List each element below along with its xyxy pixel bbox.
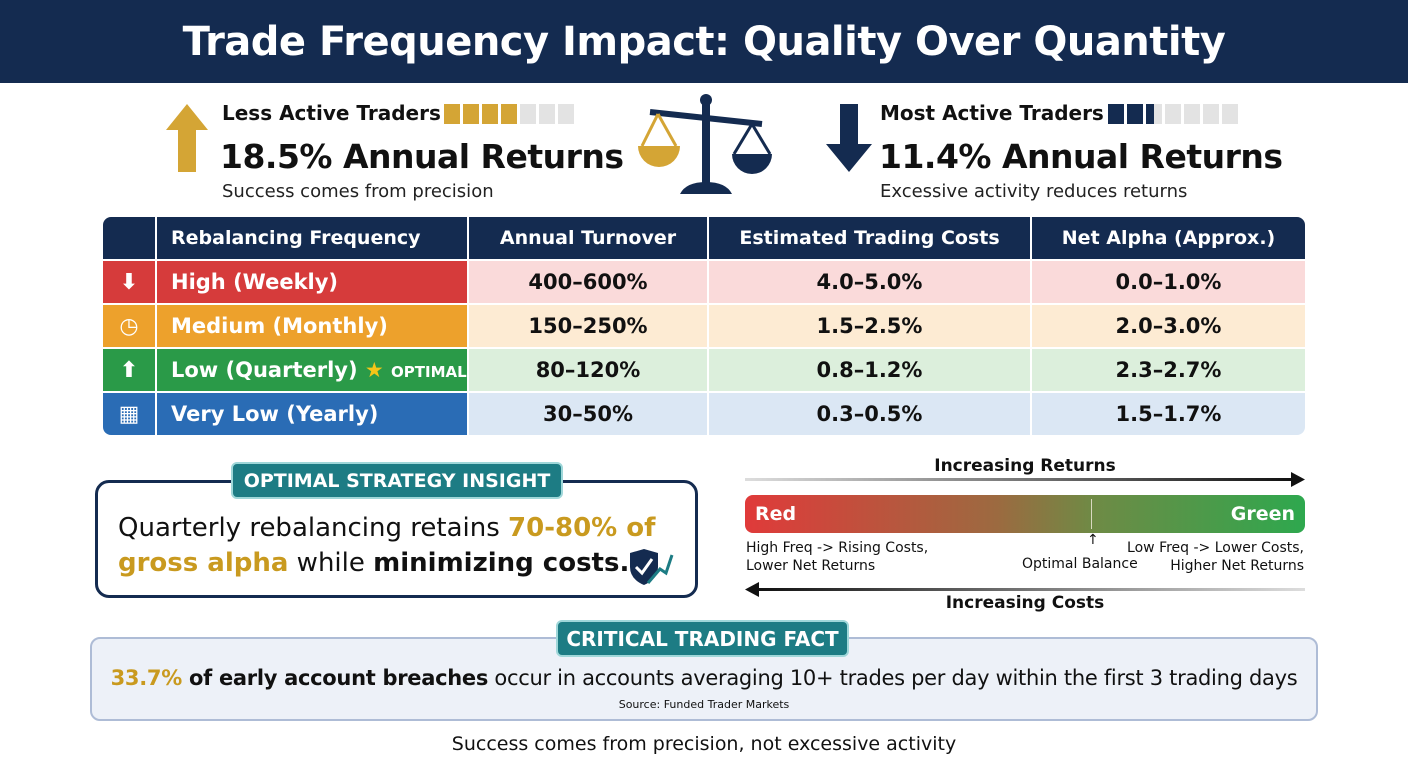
- most-active-returns: 11.4% Annual Returns: [879, 137, 1283, 176]
- less-active-label: Less Active Traders: [222, 101, 441, 125]
- clock-icon: ◷: [103, 305, 155, 347]
- insight-text-b: while: [288, 548, 374, 578]
- left-note-line: Lower Net Returns: [746, 558, 876, 574]
- fact-text: 33.7% of early account breaches occur in…: [92, 666, 1316, 690]
- table-row: ▦ Very Low (Yearly) 30–50% 0.3–0.5% 1.5–…: [103, 393, 1305, 435]
- less-active-returns: 18.5% Annual Returns: [220, 137, 624, 176]
- turnover-cell: 150–250%: [469, 305, 707, 347]
- costs-cell: 0.8–1.2%: [709, 349, 1030, 391]
- arrow-down-icon: [826, 104, 872, 172]
- activity-bar: [1165, 104, 1181, 124]
- arrow-right-icon: [745, 472, 1305, 487]
- alpha-cell: 2.3–2.7%: [1032, 349, 1305, 391]
- activity-bar: [1146, 104, 1162, 124]
- optimal-badge: OPTIMAL: [391, 363, 467, 381]
- calendar-icon: ▦: [103, 393, 155, 435]
- costs-cell: 0.3–0.5%: [709, 393, 1030, 435]
- most-active-subtitle: Excessive activity reduces returns: [880, 181, 1188, 202]
- activity-bar: [539, 104, 555, 124]
- fact-body: occur in accounts averaging 10+ trades p…: [488, 666, 1298, 690]
- up-arrow-icon: ↑: [1087, 532, 1099, 548]
- page-title: Trade Frequency Impact: Quality Over Qua…: [0, 0, 1408, 83]
- arrow-down-icon: ⬇: [103, 261, 155, 303]
- alpha-cell: 2.0–3.0%: [1032, 305, 1305, 347]
- header-alpha: Net Alpha (Approx.): [1032, 217, 1305, 259]
- spectrum-right-label: Green: [1230, 503, 1295, 525]
- costs-cell: 4.0–5.0%: [709, 261, 1030, 303]
- frequency-cell: Medium (Monthly): [157, 305, 467, 347]
- frequency-cell: High (Weekly): [157, 261, 467, 303]
- activity-bar: [1127, 104, 1143, 124]
- header-costs: Estimated Trading Costs: [709, 217, 1030, 259]
- spectrum-left-label: Red: [755, 503, 797, 525]
- activity-bar: [1222, 104, 1238, 124]
- activity-bar: [482, 104, 498, 124]
- right-note-line: Higher Net Returns: [1170, 558, 1304, 574]
- increasing-returns-label: Increasing Returns: [934, 456, 1116, 476]
- fact-highlight: 33.7%: [110, 666, 183, 690]
- fact-bold: of early account breaches: [181, 666, 489, 690]
- frequency-label: Medium (Monthly): [171, 314, 388, 338]
- frequency-label: Low (Quarterly): [171, 358, 358, 382]
- activity-bar: [1203, 104, 1219, 124]
- right-note-line: Low Freq -> Lower Costs,: [1127, 540, 1304, 556]
- alpha-cell: 0.0–1.0%: [1032, 261, 1305, 303]
- table-row: ⬆ Low (Quarterly) ★ OPTIMAL 80–120% 0.8–…: [103, 349, 1305, 391]
- activity-bar: [444, 104, 460, 124]
- arrow-up-icon: [166, 104, 208, 172]
- footer-tagline: Success comes from precision, not excess…: [451, 733, 957, 755]
- table-row: ◷ Medium (Monthly) 150–250% 1.5–2.5% 2.0…: [103, 305, 1305, 347]
- activity-bar: [520, 104, 536, 124]
- costs-cell: 1.5–2.5%: [709, 305, 1030, 347]
- header-frequency: Rebalancing Frequency: [157, 217, 467, 259]
- most-active-label: Most Active Traders: [880, 101, 1104, 125]
- less-active-subtitle: Success comes from precision: [222, 181, 494, 202]
- optimal-marker-line: [1091, 499, 1092, 529]
- frequency-label: High (Weekly): [171, 270, 339, 294]
- insight-text: Quarterly rebalancing retains 70-80% of …: [118, 511, 678, 581]
- insight-title: OPTIMAL STRATEGY INSIGHT: [231, 462, 563, 499]
- header-turnover: Annual Turnover: [469, 217, 707, 259]
- header-icon-cell: [103, 217, 155, 259]
- insight-bold: minimizing costs.: [373, 548, 630, 578]
- alpha-cell: 1.5–1.7%: [1032, 393, 1305, 435]
- fact-source: Source: Funded Trader Markets: [618, 698, 790, 711]
- fact-title: CRITICAL TRADING FACT: [556, 620, 849, 657]
- activity-bar: [558, 104, 574, 124]
- table-header: Rebalancing Frequency Annual Turnover Es…: [103, 217, 1305, 259]
- spectrum-bar: Red Green: [745, 495, 1305, 533]
- frequency-cell: Very Low (Yearly): [157, 393, 467, 435]
- activity-bars: [444, 104, 574, 124]
- turnover-cell: 30–50%: [469, 393, 707, 435]
- arrow-up-icon: ⬆: [103, 349, 155, 391]
- frequency-table: Rebalancing Frequency Annual Turnover Es…: [101, 215, 1307, 437]
- increasing-costs-label: Increasing Costs: [945, 593, 1105, 613]
- insight-highlight: 70-80% of gross alpha: [118, 513, 656, 578]
- turnover-cell: 400–600%: [469, 261, 707, 303]
- balance-scale-icon: [638, 94, 772, 194]
- activity-bar: [1108, 104, 1124, 124]
- right-note: Low Freq -> Lower Costs, Higher Net Retur…: [1040, 539, 1304, 575]
- activity-bars: [1108, 104, 1238, 124]
- left-note: High Freq -> Rising Costs, Lower Net Retu…: [746, 539, 928, 575]
- optimal-balance-label: Optimal Balance: [1022, 556, 1138, 572]
- activity-bar: [463, 104, 479, 124]
- frequency-cell: Low (Quarterly) ★ OPTIMAL: [157, 349, 467, 391]
- star-icon: ★: [364, 358, 384, 382]
- left-note-line: High Freq -> Rising Costs,: [746, 540, 929, 556]
- activity-bar: [501, 104, 517, 124]
- arrow-left-icon: [745, 582, 1305, 597]
- table-row: ⬇ High (Weekly) 400–600% 4.0–5.0% 0.0–1.…: [103, 261, 1305, 303]
- turnover-cell: 80–120%: [469, 349, 707, 391]
- frequency-label: Very Low (Yearly): [171, 402, 379, 426]
- activity-bar: [1184, 104, 1200, 124]
- shield-growth-icon: [630, 549, 674, 585]
- insight-text-a: Quarterly rebalancing retains: [118, 513, 509, 543]
